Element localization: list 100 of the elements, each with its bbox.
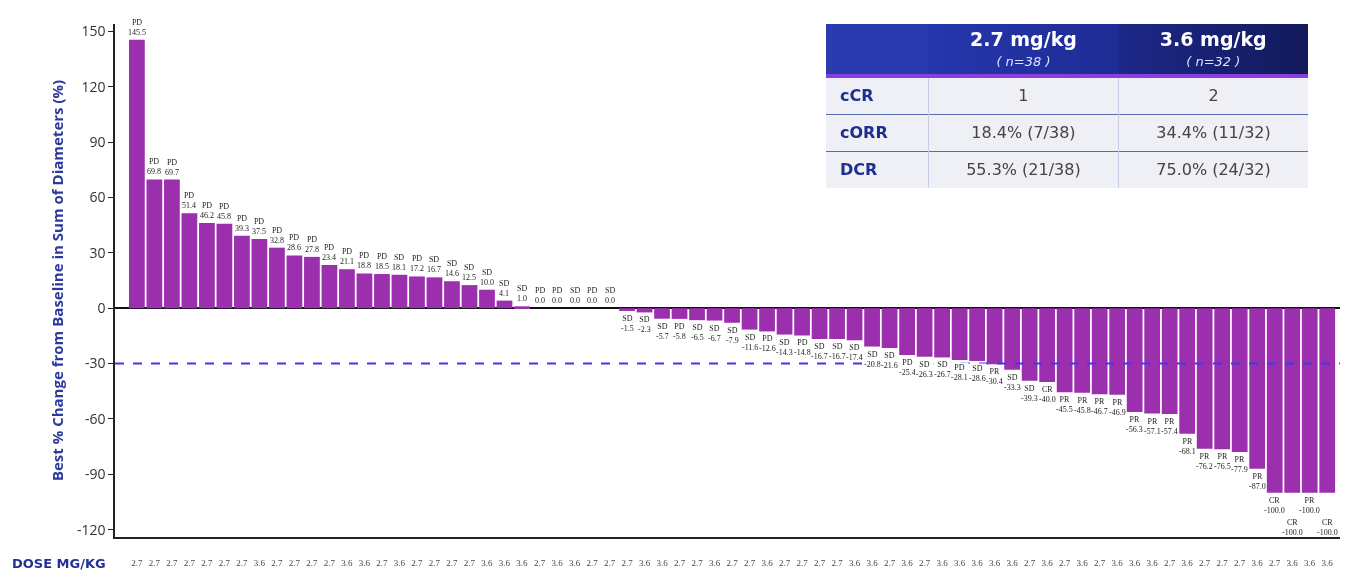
x-tick-label: 2.7 [236,557,249,568]
bar [269,247,285,309]
data-label: SD -6.5 [691,323,704,343]
x-tick-label: 3.6 [901,557,914,568]
bar [619,308,635,311]
x-tick-label: 3.6 [516,557,529,568]
x-tick-label: 2.7 [883,557,896,568]
x-tick-label: 2.7 [376,557,389,568]
bar [671,308,688,319]
x-tick-label: 2.7 [1164,557,1176,568]
data-label: SD -7.9 [726,326,739,346]
x-tick-label: 3.6 [481,557,494,568]
bar [356,273,373,309]
x-tick-label: 2.7 [166,557,179,568]
text: 2 [1208,86,1219,106]
data-label: SD -28.6 [969,364,986,384]
x-tick-label: 3.6 [866,557,879,568]
category-label: cORR [840,123,888,143]
x-tick-label: 2.7 [726,557,739,568]
x-tick-label: 2.7 [673,557,686,568]
data-label: PD 69.7 [165,158,179,178]
x-tick-label: 2.7 [1216,557,1229,568]
data-label: SD -33.3 [1004,373,1021,393]
x-tick-label: 2.7 [586,557,599,568]
data-label: SD -6.7 [708,324,721,344]
x-tick-label: 2.7 [446,557,459,568]
bar [461,285,478,309]
x-tick-label: 3.6 [1041,557,1054,568]
y-tick-label: -90 [84,464,106,484]
data-label: SD -14.3 [776,338,793,358]
data-label: PD -12.6 [759,334,776,354]
x-tick-label: 2.7 [148,557,161,568]
x-tick-label: 2.7 [691,557,704,568]
data-label: PD 0.0 [535,286,546,306]
bar [881,308,898,349]
x-tick-label: 3.6 [1076,557,1089,568]
x-tick-label: 3.6 [656,557,669,568]
data-label: PD 45.8 [217,202,231,222]
data-label: SD -16.7 [811,342,828,362]
x-tick-label: 2.7 [131,557,144,568]
data-label: SD -21.6 [881,351,898,371]
data-label: SD -2.3 [638,315,651,335]
data-label: PD 69.8 [147,157,161,177]
data-label: PD 145.5 [128,18,146,38]
category-label: cCR [840,86,874,106]
x-tick-label: 3.6 [253,557,266,568]
data-label: PR -56.3 [1126,415,1143,435]
bar [689,308,705,321]
bar [706,308,723,321]
x-tick-label: 2.7 [831,557,844,568]
y-tick-label: 30 [89,242,106,262]
x-tick-label: 3.6 [708,557,721,568]
x-tick-label: 2.7 [1269,557,1281,568]
y-tick-label: 60 [89,187,106,207]
x-tick-label: 3.6 [1181,557,1194,568]
x-tick-label: 3.6 [1111,557,1124,568]
text: 75.0% (24/32) [1156,160,1271,180]
y-tick-label: -30 [84,353,106,373]
bar [286,255,303,309]
annotation: ( n=38 ) [996,53,1051,69]
x-tick-label: 2.7 [183,557,196,568]
data-label: PD 37.5 [252,217,266,237]
x-tick-label: 2.7 [428,557,441,568]
data-label: PD 21.1 [340,247,354,267]
x-tick-label: 3.6 [1146,557,1159,568]
x-tick-label: 2.7 [1234,557,1246,568]
x-tick-label: 3.6 [1304,557,1316,568]
bar [391,274,408,309]
data-label: PD 39.3 [235,214,249,234]
data-label: SD -39.3 [1021,384,1038,404]
bar [916,308,933,357]
data-label: SD 12.5 [462,263,476,283]
data-label: PD 51.4 [182,191,196,211]
data-label: PD -25.4 [899,358,916,378]
bar [846,308,863,341]
x-tick-label: 3.6 [638,557,651,568]
data-label: CR -100.0 [1264,496,1285,516]
data-label: PD 18.5 [375,252,389,272]
data-label: PR -30.4 [986,367,1003,387]
data-label: PR -45.5 [1056,395,1073,415]
bar [304,256,320,309]
bar [479,289,495,309]
data-label: PR -100.0 [1299,496,1320,516]
data-label: PD 46.2 [200,201,214,221]
data-label: SD 0.0 [570,286,581,306]
bar [374,274,390,309]
y-tick-label: -120 [76,519,106,539]
x-tick-label: 2.7 [1024,557,1036,568]
x-tick-label: 2.7 [288,557,301,568]
data-label: PR -68.1 [1179,437,1196,457]
x-tick-label: 2.7 [603,557,616,568]
data-label: SD 16.7 [427,255,441,275]
x-tick-label: 3.6 [568,557,581,568]
data-label: PR -76.5 [1214,452,1231,472]
data-label: SD 1.0 [517,284,528,304]
x-tick-label: 2.7 [621,557,634,568]
data-label: PD 0.0 [552,286,563,306]
data-label: PD 28.6 [287,233,301,253]
x-axis-title: DOSE MG/KG [12,556,106,571]
data-label: CR -100.0 [1317,518,1338,538]
